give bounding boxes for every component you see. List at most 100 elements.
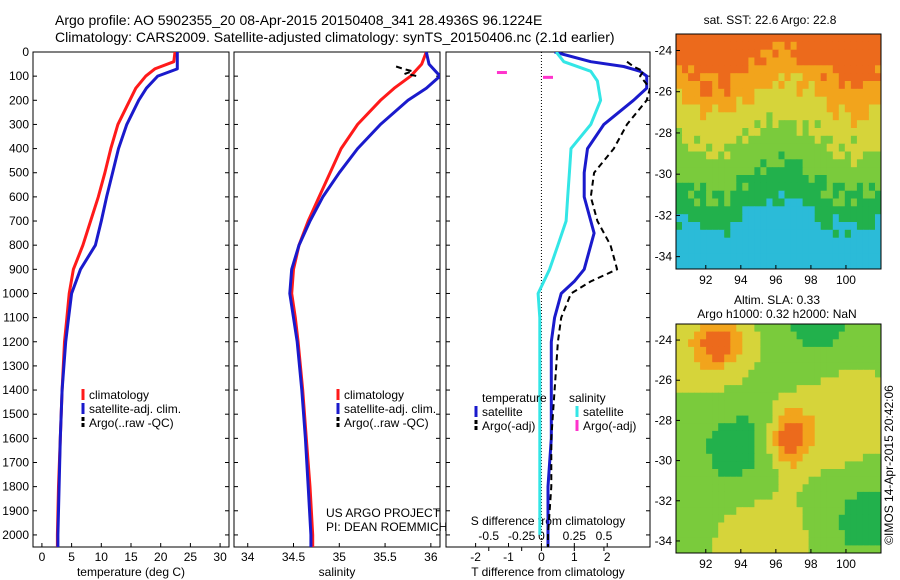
map-cell: [760, 167, 767, 176]
map-cell: [694, 392, 701, 401]
map-cell: [862, 49, 870, 59]
map-cell: [688, 438, 695, 447]
map-cell: [736, 167, 743, 176]
map-cell: [814, 362, 822, 371]
map-cell: [850, 438, 858, 447]
map-cell: [694, 34, 701, 43]
map-cell: [706, 491, 713, 501]
map-cell: [875, 81, 881, 90]
map-x-tick-label: 96: [769, 557, 783, 571]
map-cell: [790, 245, 798, 254]
map-cell: [706, 346, 713, 356]
map-cell: [820, 41, 828, 51]
map-cell: [778, 222, 786, 231]
map-cell: [838, 229, 846, 239]
map-cell: [766, 88, 773, 98]
map-cell: [838, 112, 846, 121]
map-cell: [736, 128, 743, 137]
map-cell: [748, 198, 755, 207]
map-cell: [766, 346, 773, 356]
map-cell: [718, 324, 725, 333]
map-cell: [778, 545, 786, 553]
map-cell: [754, 369, 761, 378]
map-cell: [724, 214, 731, 223]
map-cell: [772, 491, 780, 501]
map-cell: [748, 120, 755, 129]
y-tick-label: 2000: [2, 528, 29, 542]
map-cell: [694, 331, 701, 340]
map-cell: [862, 346, 870, 356]
map-cell: [844, 408, 852, 417]
map-cell: [730, 159, 737, 168]
map-cell: [766, 206, 773, 215]
map-cell: [784, 143, 792, 153]
map-cell: [754, 73, 761, 82]
map-cell: [682, 222, 689, 231]
map-cell: [718, 159, 725, 168]
map-cell: [850, 499, 858, 508]
map-cell: [724, 522, 731, 531]
map-cell: [724, 346, 731, 356]
map-cell: [796, 491, 804, 501]
map-cell: [814, 151, 822, 160]
map-cell: [694, 476, 701, 485]
map-cell: [862, 507, 870, 516]
x-tick-label: 25: [184, 550, 198, 564]
map-cell: [802, 423, 810, 432]
map-cell: [700, 484, 707, 493]
map-cell: [772, 206, 780, 215]
map-cell: [826, 346, 834, 356]
x-tick-label: 20: [154, 550, 168, 564]
map-cell: [796, 408, 804, 417]
map-cell: [712, 400, 719, 409]
x-tick-label: 0: [538, 550, 545, 564]
map-cell: [784, 81, 792, 90]
map-cell: [718, 362, 725, 371]
map-cell: [688, 346, 695, 356]
map-cell: [772, 151, 780, 160]
map-cell: [814, 491, 822, 501]
map-cell: [838, 253, 846, 262]
map-cell: [844, 476, 852, 485]
map-cell: [754, 453, 761, 462]
map-cell: [826, 362, 834, 371]
map-cell: [820, 530, 828, 539]
map-cell: [862, 339, 870, 348]
map-cell: [850, 346, 858, 356]
map-cell: [838, 41, 846, 51]
map-cell: [712, 159, 719, 168]
map-cell: [862, 476, 870, 485]
map-cell: [712, 331, 719, 340]
map-cell: [754, 339, 761, 348]
map-cell: [736, 88, 743, 98]
map-cell: [748, 461, 755, 470]
map-cell: [730, 190, 737, 200]
map-cell: [875, 346, 881, 356]
map-cell: [778, 190, 786, 200]
map-cell: [754, 41, 761, 51]
map-cell: [688, 530, 695, 539]
map-cell: [676, 261, 683, 269]
map-cell: [694, 143, 701, 153]
map-cell: [862, 491, 870, 501]
y-tick-label: 600: [9, 190, 29, 204]
map-cell: [778, 476, 786, 485]
map-cell: [856, 377, 864, 386]
s-tick-label: -0.25: [508, 529, 536, 543]
map-cell: [820, 143, 828, 153]
map-cell: [820, 237, 828, 247]
map-cell: [724, 261, 731, 269]
map-cell: [862, 253, 870, 262]
map-cell: [754, 128, 761, 137]
map-cell: [784, 339, 792, 348]
map-cell: [832, 346, 840, 356]
map-cell: [736, 430, 743, 440]
map-cell: [850, 88, 858, 98]
map-cell: [814, 331, 822, 340]
map-cell: [712, 476, 719, 485]
map-cell: [736, 120, 743, 129]
map-cell: [688, 73, 695, 82]
map-cell: [844, 198, 852, 207]
map-cell: [766, 214, 773, 223]
map-cell: [862, 128, 870, 137]
